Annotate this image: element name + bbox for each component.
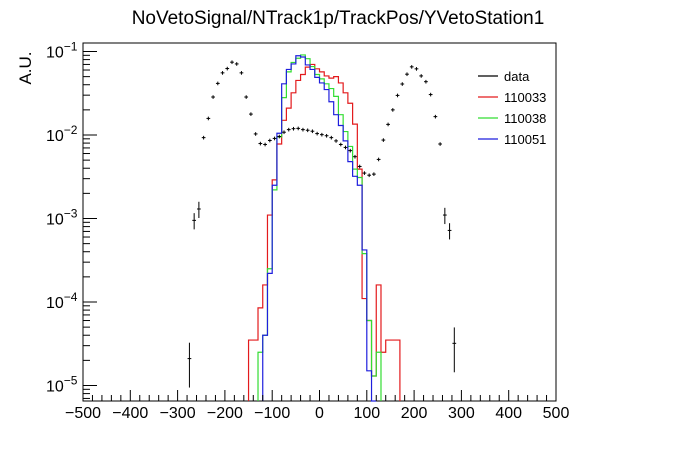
- x-tick-label: 100: [353, 405, 380, 422]
- data-point: [424, 79, 428, 84]
- legend-entry-110038: 110038: [478, 111, 546, 126]
- data-point: [320, 132, 324, 137]
- data-point: [329, 135, 334, 140]
- data-point: [220, 71, 225, 75]
- data-point: [230, 60, 234, 65]
- x-tick-label: −200: [207, 405, 243, 422]
- data-point: [428, 92, 433, 97]
- y-tick-label: 10−3: [46, 207, 78, 229]
- data-point: [357, 164, 362, 169]
- data-point: [367, 173, 372, 178]
- data-point: [376, 157, 381, 162]
- data-point: [301, 127, 305, 132]
- data-point: [277, 134, 282, 139]
- data-point: [390, 108, 395, 112]
- data-point: [343, 145, 348, 150]
- data-point: [187, 342, 192, 388]
- data-point: [286, 127, 291, 132]
- data-point: [310, 129, 315, 134]
- legend-label: 110051: [504, 132, 546, 147]
- data-point: [267, 138, 272, 143]
- data-point: [414, 67, 419, 71]
- data-point: [291, 126, 296, 131]
- x-tick-label: −300: [160, 405, 196, 422]
- data-point: [192, 213, 197, 230]
- data-point: [381, 138, 386, 142]
- data-point: [253, 132, 258, 136]
- legend-entry-data: data: [478, 69, 530, 84]
- x-tick-label: 200: [401, 405, 428, 422]
- data-point: [405, 72, 409, 77]
- data-point: [211, 95, 215, 99]
- data-point: [353, 154, 357, 159]
- data-point: [234, 62, 239, 66]
- histogram-110033: [247, 63, 401, 401]
- data-point: [442, 207, 447, 225]
- data-point: [400, 82, 405, 86]
- data-point: [239, 71, 244, 75]
- x-tick-label: 400: [495, 405, 522, 422]
- data-point: [201, 135, 206, 140]
- data-point: [324, 133, 329, 138]
- y-tick-label: 10−5: [46, 374, 78, 396]
- data-point: [433, 114, 438, 119]
- data-point: [249, 112, 253, 116]
- x-tick-label: 0: [315, 405, 324, 422]
- histogram-110051: [262, 55, 377, 402]
- data-point: [447, 223, 452, 240]
- data-point: [338, 142, 343, 147]
- series-layer: [187, 54, 457, 402]
- data-point: [372, 172, 376, 176]
- legend-label: data: [504, 69, 530, 84]
- data-point: [305, 128, 310, 133]
- data-point: [244, 95, 249, 99]
- data-point: [452, 327, 457, 373]
- data-point: [348, 148, 353, 153]
- x-tick-label: 300: [448, 405, 475, 422]
- y-axis-label: A.U.: [16, 51, 35, 84]
- data-point: [438, 142, 442, 146]
- legend-entry-110051: 110051: [478, 132, 546, 147]
- data-point: [315, 131, 319, 136]
- data-point: [197, 201, 201, 218]
- x-tick-label: −500: [65, 405, 101, 422]
- data-point: [334, 139, 338, 143]
- x-tick-label: 500: [543, 405, 570, 422]
- legend-entry-110033: 110033: [478, 90, 546, 105]
- data-point: [225, 66, 230, 71]
- legend-label: 110033: [504, 90, 546, 105]
- data-point: [362, 171, 367, 175]
- data-point: [258, 141, 263, 146]
- data-point: [215, 81, 220, 86]
- legend: data 110033 110038 110051: [478, 69, 546, 147]
- axes-layer: −500 −400 −300 −200 −100 0 100 200 300 400 500 10−5…: [46, 40, 569, 423]
- data-point: [263, 142, 267, 147]
- x-tick-label: −100: [254, 405, 290, 422]
- data-point: [419, 74, 424, 78]
- data-point: [296, 126, 301, 131]
- data-point: [206, 116, 211, 121]
- data-point: [282, 130, 286, 135]
- data-point: [395, 93, 400, 98]
- y-tick-label: 10−1: [46, 40, 78, 62]
- y-tick-label: 10−2: [46, 123, 78, 145]
- x-tick-label: −400: [112, 405, 148, 422]
- data-point: [386, 122, 390, 127]
- y-tick-label: 10−4: [46, 290, 78, 312]
- legend-label: 110038: [504, 111, 546, 126]
- data-point: [409, 65, 414, 69]
- data-point: [272, 136, 277, 141]
- chart-title: NoVetoSignal/NTrack1p/TrackPos/YVetoStat…: [132, 8, 545, 29]
